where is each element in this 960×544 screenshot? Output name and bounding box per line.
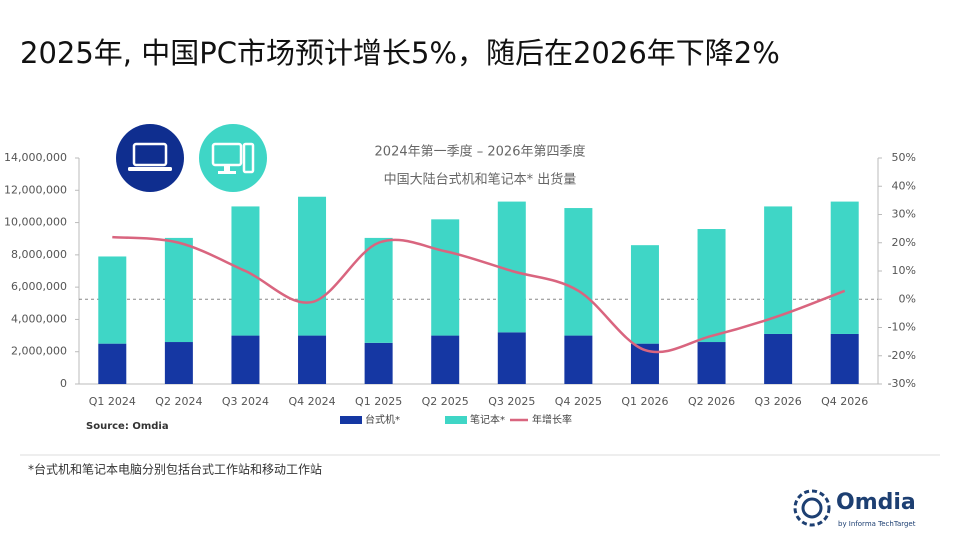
y-tick-label: 14,000,000 <box>4 151 67 164</box>
y2-tick-label: 0% <box>899 292 916 305</box>
y-tick-label: 2,000,000 <box>11 345 67 358</box>
x-tick-label: Q4 2026 <box>821 395 868 408</box>
footnote: *台式机和笔记本电脑分别包括台式工作站和移动工作站 <box>28 462 322 477</box>
y2-tick-label: 20% <box>892 236 916 249</box>
desktop-icon <box>199 124 267 192</box>
x-tick-label: Q1 2024 <box>89 395 136 408</box>
bar <box>830 201 859 334</box>
legend-label: 笔记本* <box>470 413 505 426</box>
bar <box>298 196 327 336</box>
y-tick-label: 4,000,000 <box>11 312 67 325</box>
y-tick-label: 10,000,000 <box>4 216 67 229</box>
bar <box>364 237 393 343</box>
x-tick-label: Q2 2024 <box>155 395 202 408</box>
logo-tagline: by Informa TechTarget <box>838 520 916 528</box>
x-tick-label: Q3 2026 <box>755 395 802 408</box>
y2-tick-label: -30% <box>888 377 916 390</box>
legend-swatch <box>445 416 467 424</box>
y2-tick-label: -10% <box>888 321 916 334</box>
chart-title: 2024年第一季度 – 2026年第四季度 <box>375 144 586 160</box>
x-tick-label: Q3 2024 <box>222 395 269 408</box>
bar <box>764 206 793 334</box>
logo-name: Omdia <box>836 490 916 515</box>
y2-tick-label: -20% <box>888 349 916 362</box>
bar <box>564 208 593 336</box>
y-tick-label: 6,000,000 <box>11 280 67 293</box>
x-tick-label: Q4 2025 <box>555 395 602 408</box>
chart-title: 中国大陆台式机和笔记本* 出货量 <box>384 172 577 188</box>
slide-title: 2025年, 中国PC市场预计增长5%，随后在2026年下降2% <box>20 36 780 70</box>
bar <box>364 342 393 384</box>
bar <box>497 332 526 384</box>
x-tick-label: Q4 2024 <box>288 395 335 408</box>
x-tick-label: Q2 2026 <box>688 395 735 408</box>
bar <box>98 343 127 384</box>
y-tick-label: 8,000,000 <box>11 248 67 261</box>
legend-label: 年增长率 <box>532 413 572 426</box>
y-tick-label: 0 <box>60 377 67 390</box>
source: Source: Omdia <box>86 421 169 432</box>
y2-tick-label: 10% <box>892 264 916 277</box>
laptop-icon <box>116 124 184 192</box>
bar <box>164 237 193 343</box>
bar <box>431 219 460 336</box>
legend-swatch <box>340 416 362 424</box>
bar <box>764 333 793 384</box>
y2-tick-label: 40% <box>892 179 916 192</box>
bar <box>697 229 726 343</box>
y-tick-label: 12,000,000 <box>4 183 67 196</box>
x-tick-label: Q1 2026 <box>621 395 668 408</box>
x-tick-label: Q1 2025 <box>355 395 402 408</box>
y2-tick-label: 50% <box>892 151 916 164</box>
y2-tick-label: 30% <box>892 208 916 221</box>
bar <box>630 245 659 344</box>
bar <box>298 335 327 384</box>
legend-label: 台式机* <box>365 413 400 426</box>
bar <box>98 256 127 344</box>
x-tick-label: Q3 2025 <box>488 395 535 408</box>
bar <box>564 335 593 384</box>
bar <box>231 335 260 384</box>
bar <box>164 342 193 384</box>
x-tick-label: Q2 2025 <box>422 395 469 408</box>
bar <box>697 342 726 384</box>
bar <box>431 335 460 384</box>
logo: Omdia by Informa TechTarget <box>793 489 916 528</box>
growth-line <box>112 235 846 354</box>
bar <box>830 333 859 384</box>
